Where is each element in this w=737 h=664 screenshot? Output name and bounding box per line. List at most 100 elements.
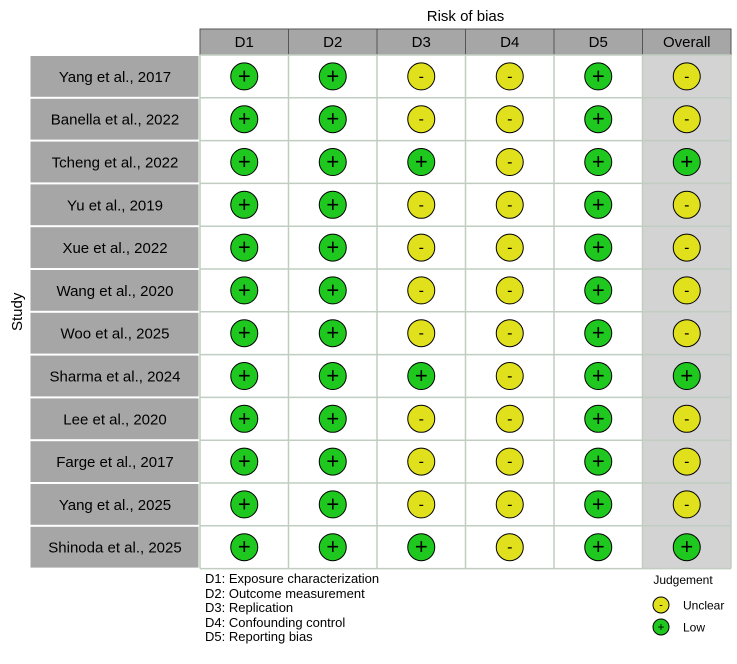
judgement-mark	[407, 447, 436, 476]
study-label: Farge et al., 2017	[56, 454, 174, 471]
legend-symbol-glyph: +	[657, 620, 664, 634]
judgement-mark	[407, 404, 436, 433]
judgement-mark-glyph: -	[507, 240, 512, 257]
judgement-mark-glyph: +	[238, 277, 251, 302]
judgement-mark	[407, 233, 436, 262]
chart-title: Risk of bias	[427, 8, 505, 25]
overall-mark-glyph: -	[684, 454, 689, 471]
judgement-mark-glyph: +	[326, 235, 339, 260]
legend-symbol-unclear	[652, 596, 670, 614]
judgement-mark-glyph: -	[507, 111, 512, 128]
overall-mark	[672, 276, 701, 305]
judgement-mark	[318, 490, 347, 519]
overall-mark	[672, 447, 701, 476]
judgement-mark-glyph: +	[592, 449, 605, 474]
study-cell	[29, 525, 200, 569]
footnote-d1: D1: Exposure characterization	[205, 571, 380, 586]
legend-symbol-low	[652, 618, 670, 636]
overall-mark	[672, 490, 701, 519]
study-cell	[29, 183, 200, 227]
judgement-mark-glyph: -	[507, 197, 512, 214]
judgement-mark-glyph: +	[238, 63, 251, 88]
judgement-mark-glyph: -	[419, 68, 424, 85]
overall-mark-glyph: -	[684, 411, 689, 428]
judgement-mark	[318, 404, 347, 433]
judgement-mark	[584, 447, 613, 476]
study-label: Tcheng et al., 2022	[52, 155, 179, 172]
judgement-mark	[407, 319, 436, 348]
judgement-mark-glyph: -	[507, 539, 512, 556]
judgement-mark-glyph: -	[507, 68, 512, 85]
judgement-mark-glyph: +	[592, 106, 605, 131]
judgement-mark-glyph: +	[326, 449, 339, 474]
column-header-label: D1	[235, 34, 254, 51]
judgement-mark	[495, 319, 524, 348]
column-header-label: D4	[500, 34, 519, 51]
judgement-mark-glyph: -	[419, 111, 424, 128]
overall-mark	[672, 533, 701, 562]
judgement-mark-glyph: +	[326, 192, 339, 217]
judgement-mark	[584, 105, 613, 134]
judgement-mark	[407, 148, 436, 176]
judgement-mark	[407, 490, 436, 519]
judgement-mark	[584, 190, 613, 219]
judgement-mark-glyph: -	[507, 368, 512, 385]
overall-mark-glyph: +	[680, 363, 693, 388]
judgement-mark	[318, 62, 347, 91]
judgement-mark-glyph: -	[419, 282, 424, 299]
judgement-mark	[230, 233, 259, 262]
judgement-mark-glyph: -	[507, 282, 512, 299]
judgement-mark	[230, 190, 259, 219]
judgement-mark-glyph: +	[238, 235, 251, 260]
judgement-mark	[318, 319, 347, 348]
judgement-mark-glyph: -	[419, 197, 424, 214]
judgement-mark-glyph: +	[238, 106, 251, 131]
judgement-mark-glyph: -	[419, 240, 424, 257]
judgement-mark-glyph: +	[592, 192, 605, 217]
study-cell	[29, 97, 200, 141]
study-cell	[29, 483, 200, 526]
judgement-mark-glyph: +	[326, 63, 339, 88]
legend-symbol-glyph: -	[659, 600, 663, 612]
judgement-mark	[318, 148, 347, 176]
judgement-mark-glyph: +	[592, 149, 605, 174]
overall-mark	[672, 319, 701, 348]
judgement-mark-glyph: +	[238, 363, 251, 388]
overall-mark	[672, 404, 701, 433]
study-cell	[29, 226, 200, 269]
judgement-mark-glyph: +	[592, 235, 605, 260]
judgement-mark	[318, 362, 347, 390]
judgement-mark	[318, 233, 347, 262]
judgement-mark-glyph: -	[507, 325, 512, 342]
judgement-mark	[318, 105, 347, 134]
judgement-mark-glyph: +	[238, 449, 251, 474]
study-label: Yu et al., 2019	[67, 197, 163, 214]
overall-mark-glyph: -	[684, 282, 689, 299]
judgement-mark-glyph: +	[326, 534, 339, 559]
judgement-mark	[230, 404, 259, 433]
column-header-label: Overall	[663, 34, 711, 51]
judgement-mark-glyph: -	[419, 411, 424, 428]
judgement-mark	[230, 362, 259, 390]
judgement-mark	[495, 105, 524, 134]
legend-label: Low	[683, 621, 705, 635]
study-label: Xue et al., 2022	[62, 240, 167, 257]
judgement-mark-glyph: +	[326, 491, 339, 516]
judgement-mark	[495, 148, 524, 176]
column-header-d2	[288, 28, 378, 56]
judgement-mark-glyph: +	[238, 149, 251, 174]
judgement-mark	[495, 190, 524, 219]
judgement-mark	[230, 319, 259, 348]
judgement-mark	[495, 62, 524, 91]
judgement-mark	[230, 148, 259, 176]
overall-mark	[672, 190, 701, 219]
domain-footnotes: D1: Exposure characterization D2: Outcom…	[205, 571, 380, 645]
overall-mark-glyph: -	[684, 111, 689, 128]
judgement-mark-glyph: +	[238, 192, 251, 217]
judgement-mark-glyph: +	[326, 320, 339, 345]
overall-mark-glyph: -	[684, 197, 689, 214]
overall-mark	[672, 105, 701, 134]
study-cell	[29, 55, 200, 98]
judgement-mark-glyph: +	[238, 320, 251, 345]
judgement-mark	[407, 362, 436, 390]
